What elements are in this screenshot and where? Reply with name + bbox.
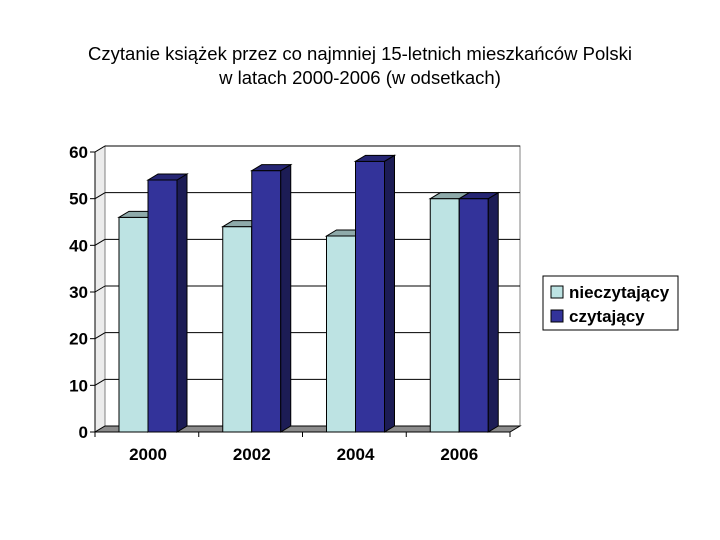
chart-title-line-2: w latach 2000-2006 (w odsetkach) [219,67,501,88]
legend-swatch [550,309,564,323]
bar-front [222,226,253,433]
gridline-side [94,145,106,153]
bar-top [457,192,501,200]
bar-front [429,198,460,433]
x-tick-label: 2004 [337,445,375,464]
bar-top [353,154,397,162]
bar-top [249,164,293,172]
legend-swatch [550,285,564,299]
bar-side [280,163,292,433]
legend-label: nieczytający [569,283,670,302]
legend-box [542,275,679,331]
y-tick-label: 0 [79,423,88,442]
bar-side [487,191,499,433]
bar-front [147,179,178,433]
bar-front [355,160,385,433]
bar-top [146,173,189,181]
bar [146,173,189,433]
bar-front [118,216,149,433]
x-tick-label: 2000 [129,445,167,464]
bar-front [326,235,356,433]
bar-side [176,173,188,433]
y-tick-label: 30 [69,283,88,302]
chart-title-line-1: Czytanie książek przez co najmniej 15-le… [88,43,632,64]
y-tick-label: 60 [69,143,88,162]
x-tick-label: 2006 [440,445,478,464]
gridline-side [94,192,106,200]
legend: nieczytający czytający [542,275,679,331]
bar [249,163,293,433]
bar [353,154,397,433]
gridline-side [94,378,106,386]
bar-front [458,198,489,433]
y-tick-label: 10 [69,376,88,395]
bar [457,191,501,433]
y-tick-label: 40 [69,236,88,255]
gridline-side [94,332,106,340]
y-tick-label: 20 [69,330,88,349]
x-tick-label: 2002 [233,445,271,464]
bar-side [384,154,395,433]
y-tick-label: 50 [69,190,88,209]
gridline-side [94,238,106,246]
chart-title: Czytanie książek przez co najmniej 15-le… [0,42,720,90]
gridline-side [94,285,106,293]
bar-front [251,170,282,433]
legend-label: czytający [569,307,645,326]
